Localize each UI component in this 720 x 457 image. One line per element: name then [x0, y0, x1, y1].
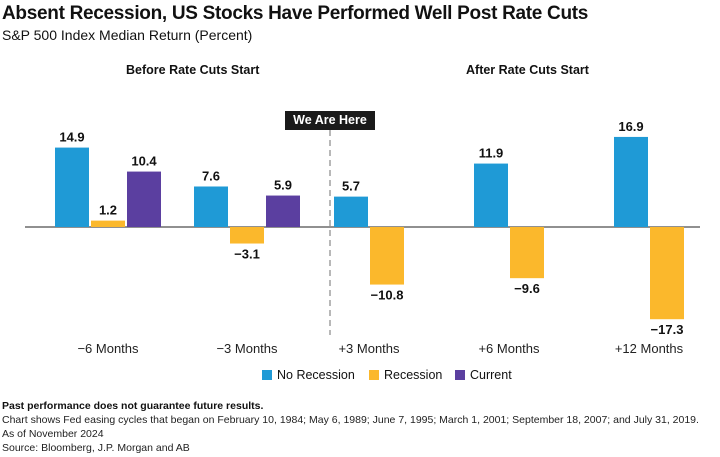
bar-no-recession: [614, 136, 648, 227]
data-label: −9.6: [514, 281, 540, 296]
bar-recession: [510, 227, 544, 279]
bar-no-recession: [334, 196, 368, 227]
data-label: 11.9: [479, 146, 504, 161]
data-label: 7.6: [202, 168, 220, 183]
chart-title: Absent Recession, US Stocks Have Perform…: [2, 3, 589, 24]
bar-recession: [230, 227, 264, 244]
data-label: −17.3: [651, 322, 684, 337]
category-label: +12 Months: [615, 341, 684, 356]
legend-swatch: [369, 370, 379, 380]
bar-no-recession: [55, 147, 89, 227]
data-label: 14.9: [59, 130, 84, 145]
category-label: −6 Months: [77, 341, 139, 356]
footnote-note: Chart shows Fed easing cycles that began…: [2, 414, 699, 426]
category-label: +3 Months: [338, 341, 400, 356]
data-label: 1.2: [99, 203, 117, 218]
bar-current: [127, 171, 161, 227]
bar-no-recession: [194, 186, 228, 227]
legend-no-recession: No Recession: [262, 368, 355, 382]
legend-label: No Recession: [277, 368, 355, 382]
disclaimer: Past performance does not guarantee futu…: [2, 400, 264, 412]
legend-label: Recession: [384, 368, 443, 382]
legend-recession: Recession: [369, 368, 442, 382]
category-label: −3 Months: [216, 341, 278, 356]
legend-swatch: [262, 370, 272, 380]
bar-current: [266, 195, 300, 227]
bar-recession: [91, 220, 125, 227]
chart-subtitle: S&P 500 Index Median Return (Percent): [2, 27, 253, 43]
data-label: −3.1: [234, 247, 260, 262]
group-label-after: After Rate Cuts Start: [466, 63, 589, 77]
bar-recession: [370, 227, 404, 285]
category-label: +6 Months: [478, 341, 540, 356]
data-label: 5.7: [342, 179, 360, 194]
footnote-source: Source: Bloomberg, J.P. Morgan and AB: [2, 442, 190, 454]
group-label-before: Before Rate Cuts Start: [126, 63, 260, 77]
we-are-here-label: We Are Here: [285, 111, 375, 130]
footnote-as-of: As of November 2024: [2, 428, 104, 440]
legend-label: Current: [470, 368, 512, 382]
bar-recession: [650, 227, 684, 320]
data-label: 16.9: [618, 119, 643, 134]
bar-chart: 14.9 1.2 10.4 −6 Months 7.6 −3.1 5.9 −3 Months 5…: [25, 119, 700, 356]
data-label: 5.9: [274, 178, 292, 193]
legend-current: Current: [455, 368, 512, 382]
data-label: 10.4: [131, 154, 157, 169]
legend-swatch: [455, 370, 465, 380]
data-label: −10.8: [371, 288, 404, 303]
bar-no-recession: [474, 163, 508, 227]
